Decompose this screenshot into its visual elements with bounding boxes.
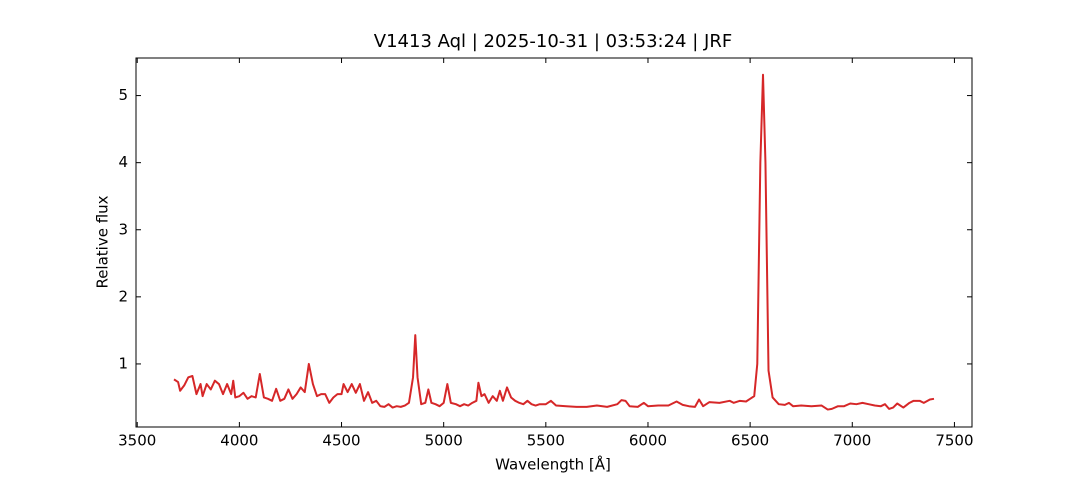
- plot-frame: [135, 57, 973, 428]
- x-tick-label: 5500: [527, 432, 565, 450]
- x-tick-label: 7000: [833, 432, 871, 450]
- y-tick-label: 4: [118, 153, 128, 171]
- x-tick-label: 4500: [322, 432, 360, 450]
- x-axis-label: Wavelength [Å]: [495, 455, 611, 474]
- x-tick-label: 5000: [425, 432, 463, 450]
- x-tick-label: 6500: [731, 432, 769, 450]
- y-tick-label: 1: [118, 354, 128, 372]
- x-tick-label: 7500: [935, 432, 973, 450]
- x-tick-label: 4000: [220, 432, 258, 450]
- y-tick-label: 5: [118, 86, 128, 104]
- y-tick-label: 3: [118, 220, 128, 238]
- spectrum-line: [173, 73, 935, 411]
- chart-title: V1413 Aql | 2025-10-31 | 03:53:24 | JRF: [374, 31, 732, 52]
- y-tick-label: 2: [118, 287, 128, 305]
- y-axis-label: Relative flux: [94, 195, 112, 288]
- x-tick-label: 6000: [629, 432, 667, 450]
- x-tick-label: 3500: [118, 432, 156, 450]
